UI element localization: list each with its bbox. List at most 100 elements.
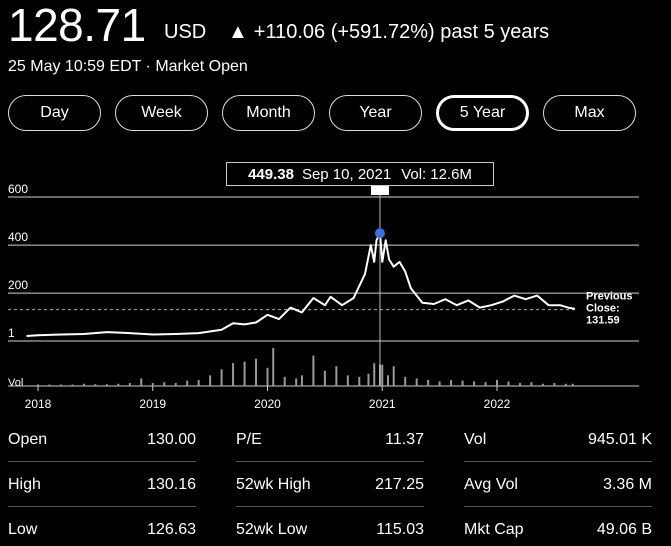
stat-low: Low 126.63: [8, 521, 196, 543]
stat-52wk-low: 52wk Low 115.03: [236, 521, 424, 543]
range-button-year[interactable]: Year: [329, 95, 422, 131]
stat-label: Vol: [464, 431, 487, 448]
volume-bar: [564, 383, 567, 386]
volume-bar: [197, 379, 200, 386]
stat-market-cap: Mkt Cap 49.06 B: [464, 521, 652, 543]
volume-bar: [450, 379, 453, 386]
volume-bar: [367, 373, 370, 386]
volume-bar: [243, 361, 246, 386]
volume-bar: [71, 384, 74, 386]
volume-bar: [358, 376, 361, 386]
stat-label: Avg Vol: [464, 476, 518, 493]
volume-bar: [266, 367, 269, 386]
x-tick-label: 2018: [25, 397, 52, 411]
volume-bar: [373, 363, 376, 386]
volume-bar: [518, 382, 521, 386]
volume-bar: [392, 366, 395, 386]
stat-value: 130.16: [147, 476, 196, 493]
volume-bar: [541, 383, 544, 386]
stat-label: P/E: [236, 431, 262, 448]
volume-bar: [335, 366, 338, 386]
volume-bar: [82, 383, 85, 386]
volume-bar: [496, 379, 498, 386]
volume-bar: [386, 375, 389, 386]
stat-divider: [8, 461, 196, 462]
stat-value: 126.63: [147, 521, 196, 538]
previous-close-value: 131.59: [586, 315, 620, 327]
stat-value: 945.01 K: [587, 431, 652, 448]
volume-bar: [553, 382, 556, 386]
volume-bar: [415, 378, 418, 386]
x-tick-label: 2022: [484, 397, 511, 411]
stat-divider: [464, 461, 652, 462]
volume-bar: [186, 380, 189, 386]
stat-52wk-high: 52wk High 217.25: [236, 476, 424, 498]
up-arrow-icon: ▲: [228, 21, 248, 43]
volume-bar: [295, 378, 298, 386]
volume-bar: [571, 383, 574, 386]
stats-table: Open 130.00 P/E 11.37 Vol 945.01 K High …: [0, 424, 671, 546]
crosshair-handle: [370, 186, 389, 195]
x-tick-label: 2020: [254, 397, 281, 411]
volume-bar: [300, 375, 303, 386]
quote-header: 128.71 USD ▲ +110.06 (+591.72%) past 5 ye…: [8, 0, 668, 52]
time-range-selector: Day Week Month Year 5 Year Max: [8, 95, 654, 135]
stat-label: Mkt Cap: [464, 521, 524, 538]
volume-bar: [209, 375, 212, 386]
volume-bar: [59, 384, 62, 386]
volume-bar: [404, 376, 407, 386]
stat-value: 11.37: [385, 431, 424, 448]
volume-bar: [117, 383, 120, 386]
volume-bar: [312, 355, 315, 386]
price-change-text: +110.06 (+591.72%) past 5 years: [253, 21, 550, 43]
y-tick-label: 200: [8, 278, 28, 292]
volume-bar: [220, 369, 223, 386]
volume-bar: [427, 379, 430, 386]
tooltip-date: Sep 10, 2021: [301, 165, 392, 183]
volume-bar: [473, 381, 476, 386]
range-button-5-year[interactable]: 5 Year: [436, 95, 529, 131]
volume-bar: [381, 364, 384, 386]
range-button-max[interactable]: Max: [543, 95, 636, 131]
stat-open: Open 130.00: [8, 431, 196, 453]
previous-close-label: Previous Close:: [586, 291, 632, 315]
price-line: [26, 232, 576, 337]
stat-label: High: [8, 476, 41, 493]
volume-bar: [128, 382, 131, 386]
volume-bar: [507, 381, 510, 386]
chart-tooltip: 449.38 Sep 10, 2021 Vol: 12.6M: [226, 162, 494, 186]
stat-avg-volume: Avg Vol 3.36 M: [464, 476, 652, 498]
stat-value: 49.06 B: [596, 521, 652, 538]
stat-value: 115.03: [376, 521, 424, 538]
stat-label: 52wk Low: [236, 521, 308, 538]
y-tick-label: 400: [8, 230, 28, 244]
stat-divider: [236, 461, 424, 462]
range-button-week[interactable]: Week: [115, 95, 208, 131]
x-tick-label: 2021: [369, 397, 396, 411]
volume-bar: [48, 384, 51, 386]
range-button-day[interactable]: Day: [8, 95, 101, 131]
volume-bar: [461, 380, 464, 386]
currency-label: USD: [164, 21, 207, 43]
volume-bar: [272, 348, 275, 386]
y-tick-label: 1: [8, 326, 15, 340]
volume-bar: [323, 370, 326, 386]
price-chart[interactable]: 600 400 200 1 Previous Close: 131.59 Vol 2018 201…: [0, 155, 671, 420]
volume-bar: [255, 358, 258, 386]
volume-label: Vol: [8, 377, 23, 389]
tooltip-volume-label: Vol:: [401, 165, 427, 183]
tooltip-volume: 12.6M: [430, 165, 472, 183]
volume-bar: [530, 382, 533, 386]
volume-bar: [37, 384, 39, 386]
tooltip-price: 449.38: [248, 165, 294, 183]
stat-value: 217.25: [375, 476, 424, 493]
x-tick-label: 2019: [139, 397, 166, 411]
market-status-line: 25 May 10:59 EDT · Market Open: [8, 58, 248, 75]
y-tick-label: 600: [8, 182, 28, 196]
volume-bar: [174, 382, 177, 386]
volume-bar: [484, 382, 487, 386]
volume-bar: [151, 382, 154, 386]
volume-bar: [438, 381, 441, 386]
range-button-month[interactable]: Month: [222, 95, 315, 131]
